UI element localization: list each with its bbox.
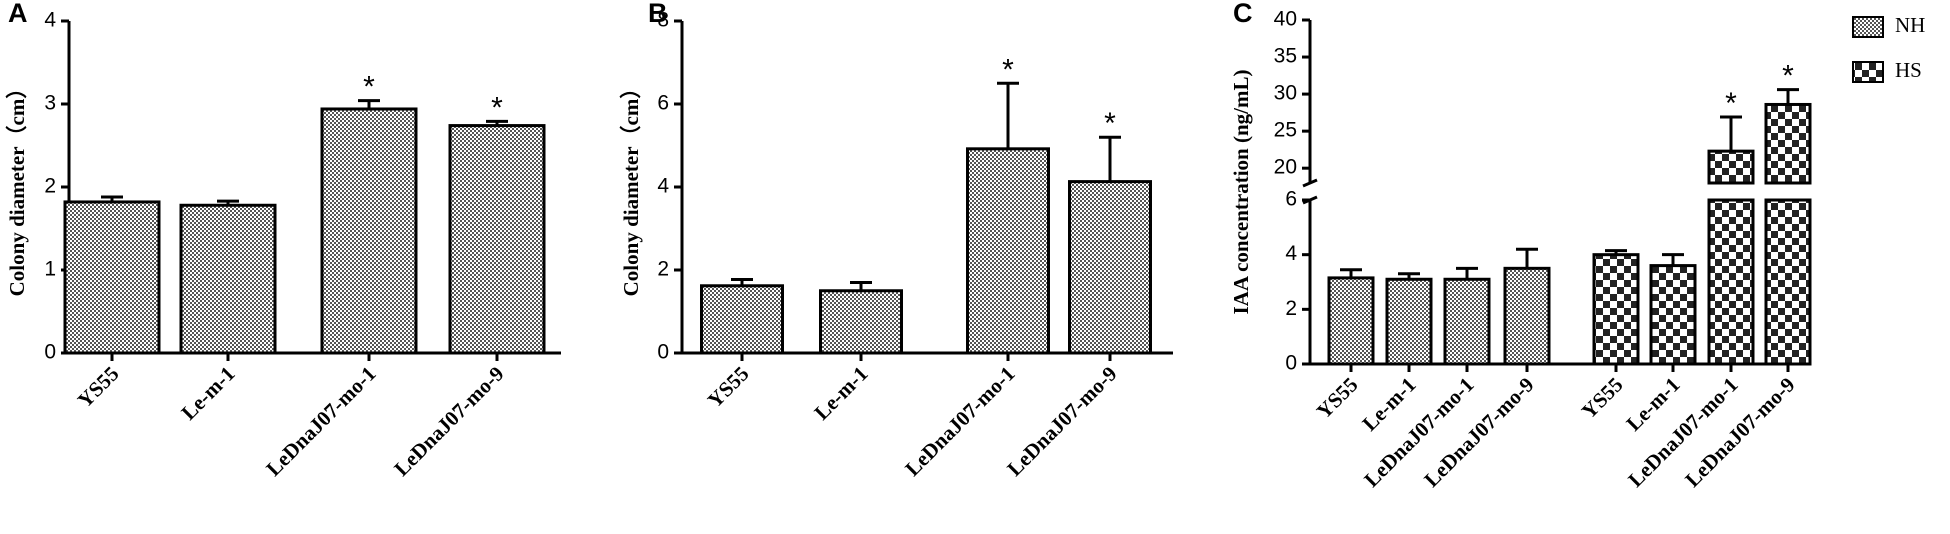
y-tick-label: 2 (1285, 297, 1297, 320)
bar (448, 124, 546, 355)
x-tick-label: YS55 (1577, 373, 1628, 424)
significance: * (491, 91, 503, 124)
x-tick-label: Le-m-1 (809, 362, 872, 425)
y-tick-label: 8 (657, 9, 669, 32)
bar (1503, 266, 1551, 366)
significance: * (1104, 107, 1116, 140)
bar (1764, 102, 1812, 185)
x-tick-label: LeDnaJ07-mo-9 (389, 362, 508, 481)
legend-label: NH (1895, 13, 1925, 37)
bar (966, 147, 1050, 355)
bar (179, 203, 277, 355)
x-tick-label: YS55 (1312, 373, 1363, 424)
x-tick-label: LeDnaJ07-mo-1 (900, 362, 1019, 481)
x-tick-label: LeDnaJ07-mo-9 (1419, 373, 1538, 492)
y-tick-label: 6 (1285, 188, 1297, 211)
y-tick-label: 4 (1285, 242, 1297, 265)
panel-label: C (1233, 0, 1253, 28)
y-tick-label: 4 (657, 175, 669, 198)
axis-break (1302, 178, 1318, 188)
bar (1068, 180, 1152, 355)
y-tick-label: 40 (1274, 8, 1297, 31)
bar (1707, 149, 1755, 185)
legend-swatch (1852, 61, 1884, 83)
y-axis-label: Colony diameter（cm） (619, 78, 643, 297)
significance: * (1725, 87, 1737, 120)
y-tick-label: 3 (44, 92, 56, 115)
bar (63, 200, 161, 355)
y-tick-label: 35 (1274, 45, 1297, 68)
y-tick-label: 0 (44, 341, 56, 364)
y-axis-label: Colony diameter（cm） (5, 78, 29, 297)
x-tick-label: Le-m-1 (176, 362, 239, 425)
panel-label: B (648, 0, 668, 28)
x-tick-label: YS55 (703, 362, 754, 413)
significance: * (1002, 53, 1014, 86)
bar (819, 289, 903, 355)
bar (1649, 264, 1697, 366)
significance: * (1782, 60, 1794, 93)
y-tick-label: 0 (657, 341, 669, 364)
bar (1443, 277, 1491, 366)
y-tick-label: 2 (657, 258, 669, 281)
y-tick-label: 25 (1274, 119, 1297, 142)
legend-swatch (1852, 16, 1884, 38)
y-tick-label: 0 (1285, 352, 1297, 375)
bar (1385, 277, 1433, 366)
bar (1764, 198, 1812, 366)
x-tick-label: YS55 (73, 362, 124, 413)
y-tick-label: 1 (44, 258, 56, 281)
y-tick-label: 2 (44, 175, 56, 198)
x-tick-label: LeDnaJ07-mo-1 (261, 362, 380, 481)
significance: * (363, 71, 375, 104)
x-tick-label: LeDnaJ07-mo-9 (1002, 362, 1121, 481)
bar (1707, 198, 1755, 366)
bar (700, 284, 784, 355)
bar (1327, 276, 1375, 366)
legend-label: HS (1895, 58, 1922, 82)
bar (1592, 253, 1640, 366)
y-tick-label: 20 (1274, 156, 1297, 179)
y-tick-label: 4 (44, 9, 56, 32)
y-tick-label: 6 (657, 92, 669, 115)
panel-label: A (8, 0, 28, 28)
y-axis-label: IAA concentration (ng/mL) (1229, 70, 1253, 315)
bar (320, 107, 418, 355)
y-tick-label: 30 (1274, 82, 1297, 105)
